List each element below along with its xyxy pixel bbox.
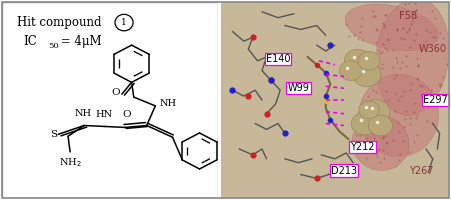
- Text: E297: E297: [423, 95, 447, 105]
- Text: IC: IC: [24, 35, 37, 48]
- Ellipse shape: [362, 100, 390, 124]
- Text: 50: 50: [49, 42, 59, 50]
- Text: W360: W360: [419, 44, 447, 54]
- Text: O: O: [111, 88, 120, 97]
- Ellipse shape: [351, 112, 377, 135]
- Text: W99: W99: [287, 83, 309, 93]
- Text: 1: 1: [121, 18, 127, 27]
- Text: S: S: [51, 130, 58, 139]
- Text: CH$_3$: CH$_3$: [237, 120, 256, 130]
- Text: F58: F58: [399, 11, 417, 21]
- Ellipse shape: [353, 62, 381, 87]
- Ellipse shape: [376, 0, 449, 116]
- Text: D213: D213: [331, 166, 357, 176]
- Ellipse shape: [359, 75, 438, 157]
- Text: N: N: [222, 137, 231, 146]
- Text: = 4μM: = 4μM: [57, 35, 102, 48]
- Text: Y212: Y212: [350, 142, 374, 152]
- Ellipse shape: [352, 116, 409, 170]
- Ellipse shape: [345, 4, 438, 51]
- Text: Y267: Y267: [409, 166, 434, 176]
- Text: CH$_3$: CH$_3$: [237, 154, 256, 164]
- Text: HN: HN: [95, 110, 112, 119]
- Ellipse shape: [358, 51, 380, 70]
- Ellipse shape: [340, 61, 362, 80]
- Text: NH$_2$: NH$_2$: [59, 156, 82, 169]
- Ellipse shape: [345, 49, 371, 72]
- Text: NH: NH: [160, 99, 177, 108]
- Ellipse shape: [368, 115, 392, 136]
- Text: O: O: [122, 110, 130, 119]
- Ellipse shape: [359, 101, 379, 119]
- Text: Hit compound: Hit compound: [17, 16, 106, 29]
- Text: NH: NH: [74, 109, 92, 118]
- Text: E140: E140: [266, 54, 290, 64]
